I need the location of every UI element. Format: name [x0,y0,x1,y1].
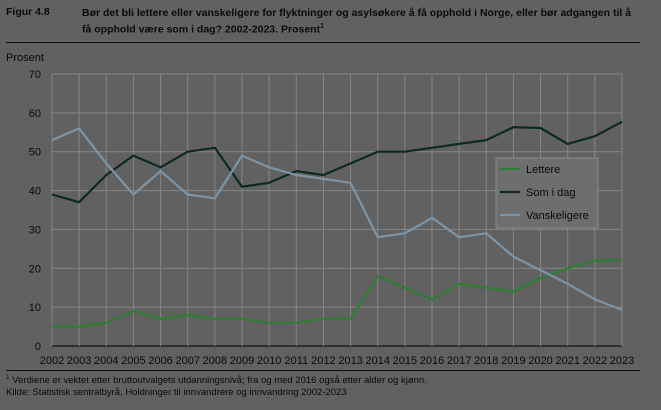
y-tick-label: 30 [29,224,41,236]
header-rule [6,42,640,43]
x-tick-label: 2023 [610,355,634,367]
footnote-text: Verdiene er vektet etter bruttoutvalgets… [9,375,427,387]
legend-label: Vanskeligere [526,210,589,222]
y-tick-label: 50 [29,147,41,159]
x-tick-label: 2005 [121,355,145,367]
y-tick-label: 40 [29,186,41,198]
series-line-lettere [52,258,623,328]
x-tick-label: 2019 [501,355,525,367]
x-tick-label: 2017 [447,355,471,367]
figure-header: Figur 4.8 Bør det bli lettere eller vans… [6,6,640,42]
legend-label: Lettere [526,164,560,176]
x-tick-label: 2003 [67,355,91,367]
footnote-mark: 1 [6,374,10,381]
x-tick-label: 2009 [230,355,254,367]
footer-rule [6,370,640,371]
x-tick-label: 2022 [583,355,607,367]
legend-label: Som i dag [526,187,576,199]
figure-title-text: Bør det bli lettere eller vanskeligere f… [82,7,632,36]
x-tick-label: 2007 [175,355,199,367]
figure-title-footnote-mark: 1 [320,23,324,30]
source-note: Kilde: Statistisk sentralbyrå, Holdninge… [6,387,347,398]
x-tick-label: 2015 [393,355,417,367]
y-tick-label: 60 [29,108,41,120]
x-tick-label: 2018 [474,355,498,367]
x-tick-label: 2002 [40,355,64,367]
x-tick-label: 2010 [257,355,281,367]
y-tick-label: 20 [29,263,41,275]
footnote: 1 Verdiene er vektet etter bruttoutvalge… [6,374,427,386]
x-tick-label: 2013 [338,355,362,367]
x-tick-label: 2020 [528,355,552,367]
series-line-som-i-dag [51,120,623,204]
y-tick-label: 70 [29,69,41,81]
x-tick-label: 2012 [311,355,335,367]
x-tick-label: 2014 [365,355,389,367]
x-tick-label: 2004 [94,355,118,367]
y-tick-label: 10 [29,302,41,314]
figure-title: Bør det bli lettere eller vanskeligere f… [82,6,637,37]
x-tick-label: 2006 [148,355,172,367]
y-axis-label: Prosent [6,52,44,64]
x-tick-label: 2008 [203,355,227,367]
x-tick-label: 2016 [420,355,444,367]
line-chart: 0 10 20 30 40 50 60 70 2002 2003 2004 2005 2006 2007 2… [29,69,634,367]
y-tick-label: 0 [35,341,41,353]
figure-number: Figur 4.8 [6,6,50,18]
x-tick-label: 2011 [284,355,308,367]
x-tick-label: 2021 [555,355,579,367]
series-line-vanskeligere [51,127,623,311]
